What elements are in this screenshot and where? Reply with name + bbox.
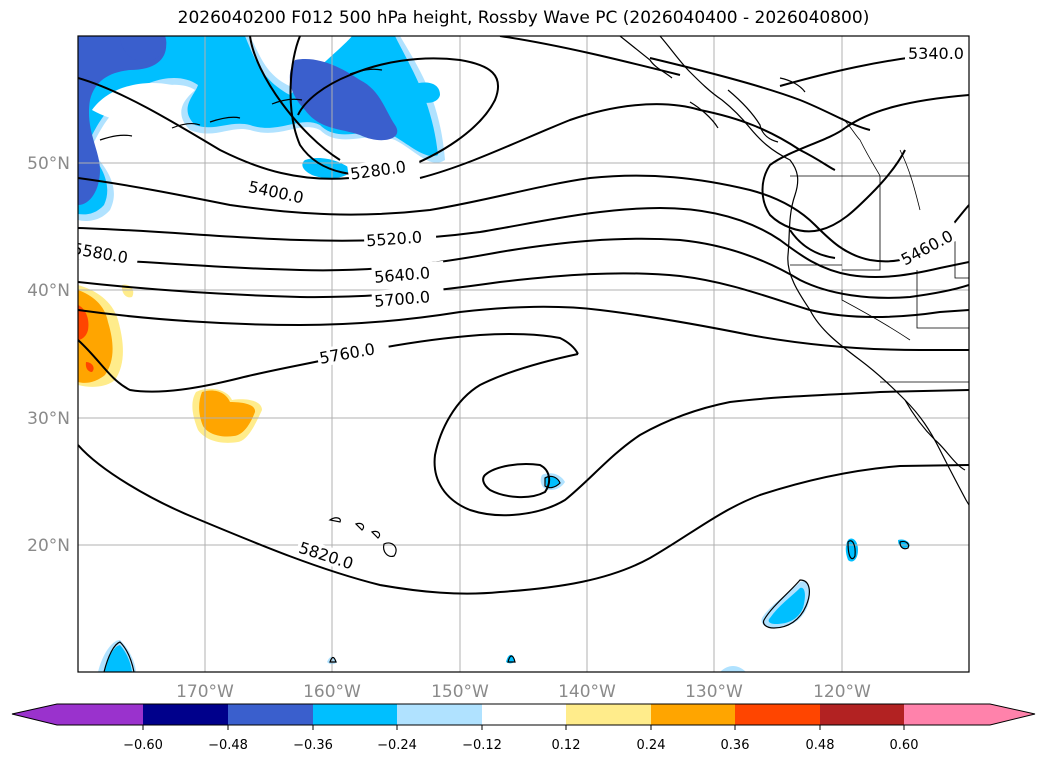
height-contours	[78, 36, 969, 595]
lon-label-130w: 130°W	[685, 682, 743, 702]
lat-label-40n: 40°N	[27, 281, 70, 301]
latitude-axis: 50°N 40°N 30°N 20°N	[27, 154, 70, 556]
colorbar-segment	[482, 704, 566, 725]
colorbar-segment	[735, 704, 820, 725]
colorbar-tick-label: 0.36	[721, 738, 750, 753]
colorbar-segment	[566, 704, 651, 725]
colorbar-segment	[313, 704, 397, 725]
colorbar: −0.60 −0.48 −0.36 −0.24 −0.12 0.12 0.24 …	[11, 703, 1036, 753]
colorbar-tick-label: −0.12	[462, 738, 502, 753]
colorbar-segment	[143, 704, 228, 725]
colorbar-tick-label: 0.24	[637, 738, 666, 753]
colorbar-segment	[651, 704, 735, 725]
colorbar-min-arrow	[12, 704, 57, 725]
contour-label-5340: 5340.0	[908, 44, 964, 63]
colorbar-tick-label: −0.24	[377, 738, 417, 753]
map-title: 2026040200 F012 500 hPa height, Rossby W…	[177, 8, 870, 28]
colorbar-segment	[57, 704, 143, 725]
lon-label-170w: 170°W	[176, 682, 234, 702]
contour-label-5700: 5700.0	[373, 287, 430, 311]
lat-label-50n: 50°N	[27, 154, 70, 174]
colorbar-tick-label: 0.48	[806, 738, 835, 753]
political-borders	[790, 117, 969, 383]
lat-label-30n: 30°N	[27, 409, 70, 429]
colorbar-tick-label: 0.60	[890, 738, 919, 753]
colorbar-segment	[820, 704, 904, 725]
colorbar-tick-label: −0.60	[123, 738, 163, 753]
colorbar-tick-label: −0.48	[208, 738, 248, 753]
map-frame	[77, 35, 970, 673]
lon-label-150w: 150°W	[431, 682, 489, 702]
coastlines	[99, 36, 969, 672]
lon-label-120w: 120°W	[813, 682, 871, 702]
colorbar-outline	[11, 703, 1036, 726]
lat-label-20n: 20°N	[27, 536, 70, 556]
contour-label-5520: 5520.0	[366, 227, 423, 250]
colorbar-max-arrow	[990, 704, 1035, 725]
colorbar-segment	[397, 704, 482, 725]
longitude-axis: 170°W 160°W 150°W 140°W 130°W 120°W	[176, 682, 871, 702]
contour-label-5640: 5640.0	[373, 263, 430, 287]
colorbar-segment	[904, 704, 990, 725]
lon-label-160w: 160°W	[303, 682, 361, 702]
lon-label-140w: 140°W	[558, 682, 616, 702]
colorbar-tick-label: −0.36	[293, 738, 333, 753]
map-gridlines	[78, 36, 969, 672]
map-plot-area: 5340.0 5280.0 5400.0 5520.0 5580.0 5640.…	[78, 36, 969, 672]
colorbar-tick-label: 0.12	[552, 738, 581, 753]
colorbar-segment	[228, 704, 313, 725]
